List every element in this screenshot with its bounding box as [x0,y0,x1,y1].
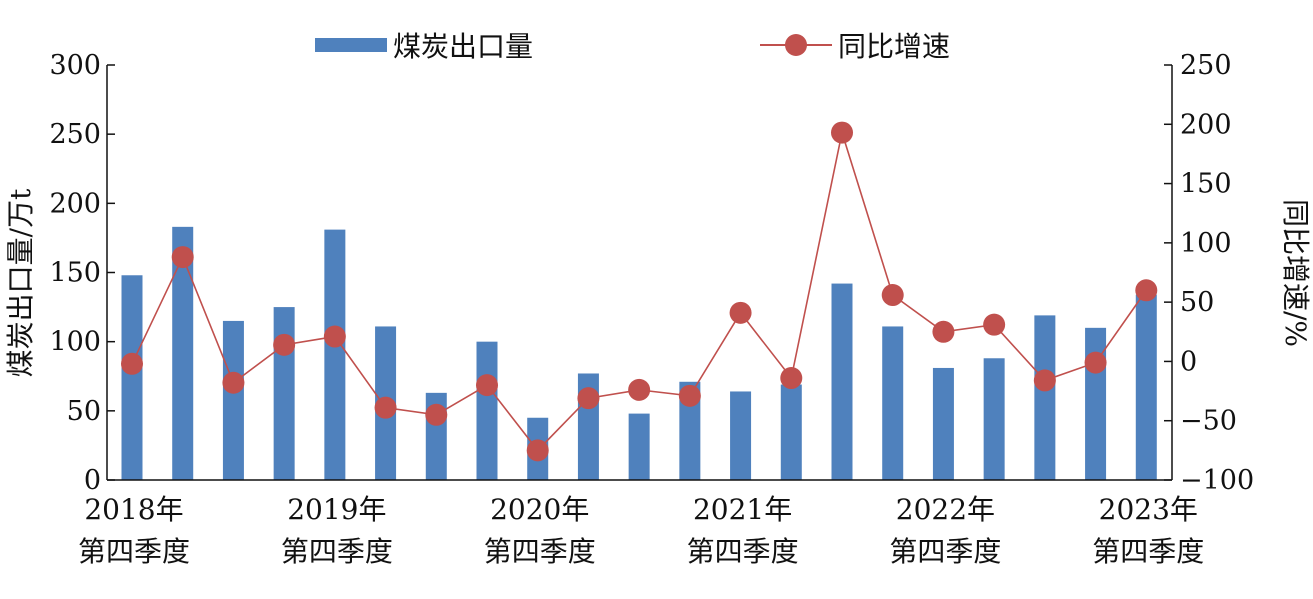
bar [730,391,752,480]
line-series [121,121,1158,462]
x-tick-label: 2018年 [84,493,183,526]
bar [831,283,853,480]
legend-line-label: 同比增速 [838,30,950,63]
bar [1135,294,1157,480]
y-right-tick-label: 150 [1180,169,1232,200]
line-point [1084,351,1107,374]
x-tick-sublabel: 第四季度 [484,535,596,568]
y-right-tick-label: 100 [1180,228,1232,259]
x-tick-label: 2023年 [1099,493,1198,526]
y-right-tick-label: 0 [1180,346,1197,377]
bar [476,341,498,480]
line-point [729,301,752,324]
bar [932,367,954,480]
y-right-axis-title: 同比增速/% [1279,199,1312,347]
x-tick-sublabel: 第四季度 [687,535,799,568]
tick-labels: 0 50 100 150 200 250 300 −100 −50 0 50 100 150 200 250 [49,50,1254,496]
bar [882,326,904,480]
line-point [881,284,904,307]
bar [324,229,346,480]
bar [172,226,194,480]
x-tick-label: 2019年 [287,493,386,526]
legend-bar-label: 煤炭出口量 [393,30,533,63]
line-point [374,396,397,419]
y-left-tick-label: 150 [49,258,101,289]
y-left-tick-label: 100 [49,327,101,358]
line-point [831,121,853,144]
y-right-tick-label: −100 [1180,465,1254,496]
x-tick-sublabel: 第四季度 [281,535,393,568]
line-point [678,384,701,407]
bar [1085,327,1107,480]
y-left-tick-label: 250 [49,119,101,150]
x-tick-label: 2021年 [693,493,792,526]
bar [679,381,701,480]
y-right-tick-label: 50 [1180,287,1214,318]
line-point [577,387,600,410]
legend-bar-swatch [315,38,387,52]
line-point [628,378,651,401]
legend: 煤炭出口量 同比增速 [315,30,950,63]
line-point [1033,369,1056,392]
line-point [171,246,194,269]
line-point [121,352,143,375]
line-point [476,374,498,397]
line-point [932,320,955,343]
line-point [526,439,549,462]
y-right-tick-label: −50 [1180,406,1237,437]
bar [983,358,1005,480]
y-left-tick-label: 200 [49,188,101,219]
line-point [780,367,803,390]
axes [106,64,1173,481]
bar [273,307,295,480]
x-tick-sublabel: 第四季度 [1092,535,1204,568]
line-point [425,403,448,426]
y-left-tick-label: 0 [84,465,101,496]
x-tick-label: 2020年 [490,493,589,526]
bar [628,413,650,480]
bar-series [121,226,1157,480]
bar [121,275,143,480]
line-point [222,371,245,394]
line-point [323,325,346,348]
y-right-tick-label: 200 [1180,109,1232,140]
line-point [983,313,1006,336]
y-left-tick-label: 300 [49,50,101,81]
y-right-tick-label: 250 [1180,50,1232,81]
bar [222,320,244,480]
line-point [1135,279,1158,302]
x-tick-sublabel: 第四季度 [889,535,1001,568]
y-left-axis-title: 煤炭出口量/万t [4,188,37,377]
bar [780,384,802,480]
x-tick-sublabel: 第四季度 [78,535,190,568]
y-left-tick-label: 50 [67,396,101,427]
legend-line-marker [785,34,807,56]
line-point [273,333,296,356]
bar [1034,315,1056,480]
x-tick-label: 2022年 [896,493,995,526]
